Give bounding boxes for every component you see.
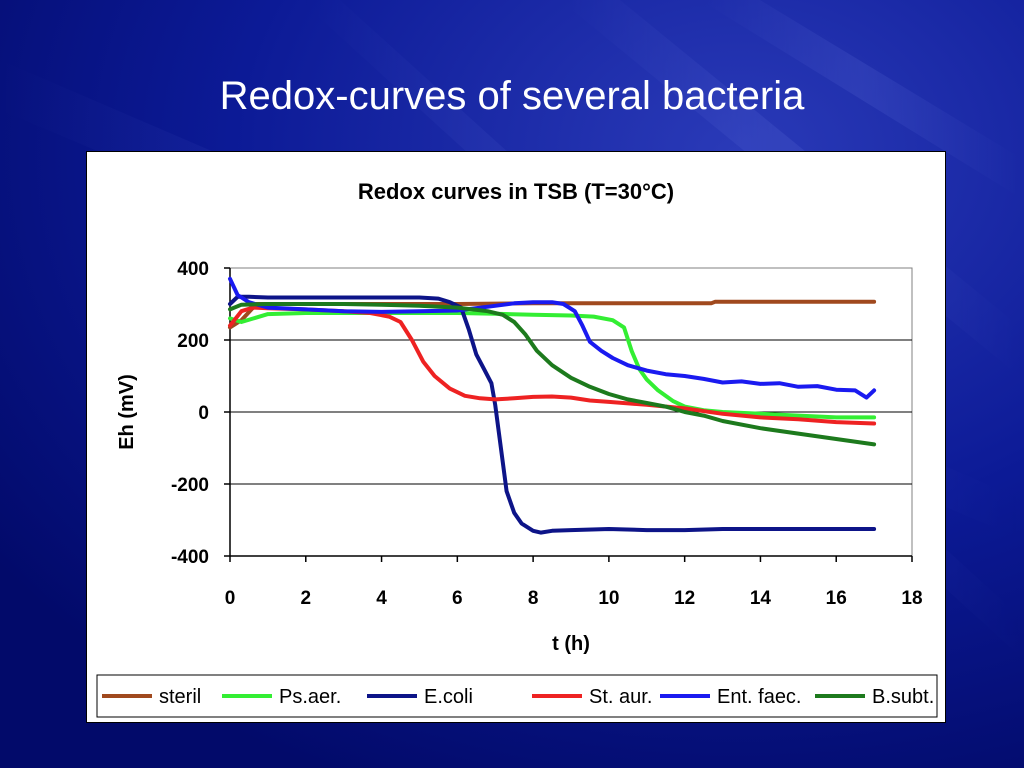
chart-title: Redox curves in TSB (T=30°C) [358, 179, 674, 204]
legend-label: E.coli [424, 686, 473, 708]
x-tick-label: 16 [826, 588, 847, 609]
y-tick-label: 400 [177, 259, 209, 280]
legend-label: Ent. faec. [717, 686, 802, 708]
legend-label: St. aur. [589, 686, 652, 708]
series-line-6 [228, 302, 877, 447]
x-tick-label: 14 [750, 588, 772, 609]
x-tick-label: 8 [528, 588, 539, 609]
series-line-3 [228, 294, 877, 535]
x-tick-label: 6 [452, 588, 463, 609]
x-tick-label: 0 [225, 588, 236, 609]
x-axis-label: t (h) [552, 633, 590, 655]
x-tick-label: 10 [598, 588, 619, 609]
series-line-5 [228, 276, 877, 400]
legend-label: Ps.aer. [279, 686, 341, 708]
y-tick-label: -200 [171, 475, 209, 496]
legend-label: steril [159, 686, 201, 708]
redox-chart: Redox curves in TSB (T=30°C) -400 -200 0 200… [96, 179, 938, 718]
slide-title: Redox-curves of several bacteria [219, 74, 805, 118]
chart-frame: Redox curves in TSB (T=30°C) -400 -200 0 200… [86, 151, 946, 723]
y-axis-label: Eh (mV) [116, 374, 138, 450]
y-tick-label: -400 [171, 547, 209, 568]
x-tick-label: 2 [300, 588, 311, 609]
y-tick-label: 200 [177, 331, 209, 352]
x-tick-label: 4 [376, 588, 387, 609]
legend-label: B.subt. [872, 686, 934, 708]
x-tick-label: 12 [674, 588, 695, 609]
y-tick-label: 0 [198, 403, 209, 424]
x-tick-label: 18 [901, 588, 922, 609]
